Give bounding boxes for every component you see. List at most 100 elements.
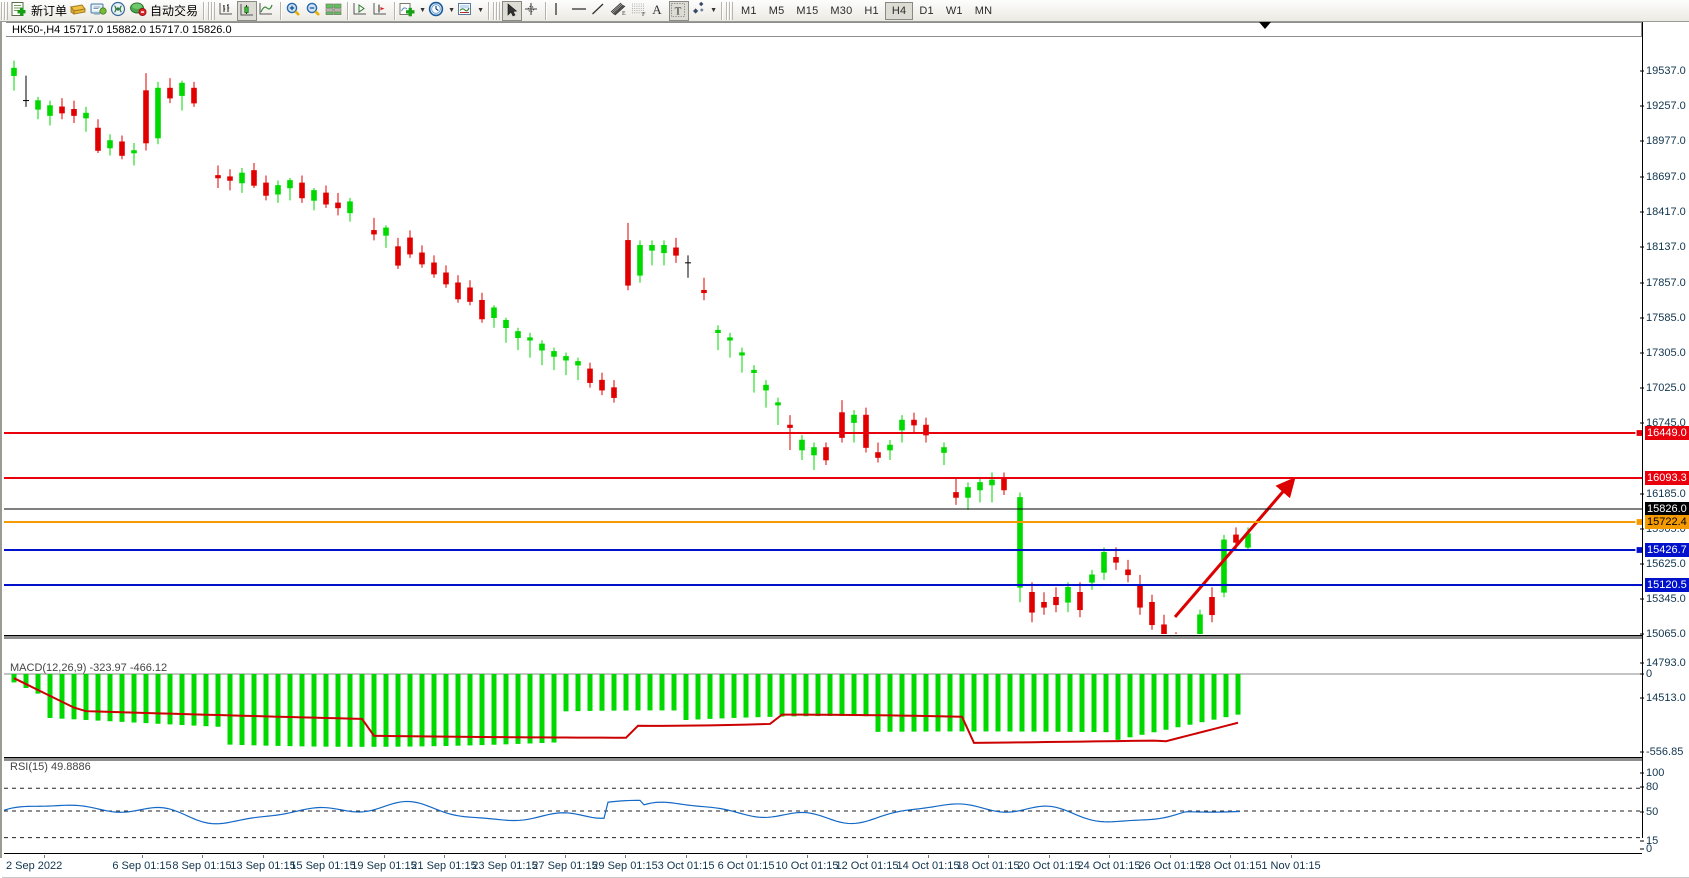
timeframe-m30[interactable]: M30	[830, 4, 853, 17]
wallet-icon[interactable]	[69, 1, 89, 21]
candlestick	[1017, 492, 1023, 603]
main-toolbar: 新订单 自动交易	[0, 0, 1689, 22]
macd-pane-separator[interactable]	[4, 636, 1642, 639]
terminal-icon[interactable]	[89, 1, 109, 21]
add-indicator-dropdown-arrow[interactable]: ▼	[419, 7, 426, 14]
toolbar-grip-2[interactable]	[208, 1, 216, 20]
macd-pane[interactable]	[4, 669, 1642, 756]
timeframe-m15[interactable]: M15	[796, 4, 819, 17]
macd-label[interactable]: MACD(12,26,9) -323.97 -466.12	[10, 662, 168, 674]
timeframe-h1[interactable]: H1	[864, 4, 879, 17]
price-axis-labels[interactable]: 19537.0 19257.0 18977.0 18697.0 18417.0 18137…	[1640, 22, 1689, 858]
templates-icon[interactable]	[456, 1, 476, 21]
rsi-pane-separator[interactable]	[4, 758, 1642, 761]
shapes-icon[interactable]	[689, 1, 709, 21]
auto-scroll-icon[interactable]	[351, 1, 371, 21]
macd-histogram-bar	[1019, 674, 1025, 732]
timeframe-h4[interactable]: H4	[884, 1, 914, 20]
timeframe-mn[interactable]: MN	[974, 4, 993, 17]
candlestick	[431, 255, 437, 278]
text-icon[interactable]: A	[649, 1, 669, 21]
new-order-label[interactable]: 新订单	[31, 4, 68, 18]
shapes-dropdown-arrow[interactable]: ▼	[710, 7, 717, 14]
toolbar-grip[interactable]	[1, 1, 8, 20]
crosshair-icon[interactable]	[522, 1, 542, 21]
toolbar-grip-3[interactable]	[493, 1, 501, 20]
macd-histogram-bar	[1151, 674, 1157, 733]
text-label-icon[interactable]: T	[669, 0, 690, 21]
candlestick	[763, 380, 769, 408]
price-axis-label: 19257.0	[1646, 100, 1686, 112]
candlestick	[323, 185, 329, 208]
chart-window[interactable]: HK50-,H4 15717.0 15882.0 15717.0 15826.0…	[0, 22, 1689, 878]
candlestick	[119, 135, 125, 160]
macd-histogram-bar	[767, 674, 773, 717]
rsi-label[interactable]: RSI(15) 49.8886	[10, 761, 91, 773]
macd-histogram-bar	[227, 674, 233, 745]
macd-histogram-bar	[815, 674, 821, 717]
macd-histogram-bar	[995, 674, 1001, 732]
price-tick	[1640, 317, 1644, 319]
price-axis-label: 18977.0	[1646, 135, 1686, 147]
time-axis-labels[interactable]: 2 Sep 2022 6 Sep 01:15 8 Sep 01:15 13 Sep 0…	[4, 855, 1642, 878]
auto-trading-icon[interactable]	[129, 1, 149, 21]
toolbar-grip-4[interactable]	[726, 1, 734, 20]
time-axis-label: 24 Oct 01:15	[1077, 860, 1141, 872]
vertical-line-icon[interactable]	[549, 1, 569, 21]
resistance-16093-badge[interactable]: 16093.3	[1645, 471, 1689, 485]
candlestick	[1245, 527, 1251, 550]
macd-histogram-bar	[755, 674, 761, 718]
macd-histogram-bar	[887, 674, 893, 732]
time-tick	[1049, 855, 1050, 858]
data-window-icon[interactable]	[324, 1, 344, 21]
fibonacci-icon[interactable]: F	[629, 1, 649, 21]
period-icon[interactable]	[427, 1, 447, 21]
zoom-out-icon[interactable]	[304, 1, 324, 21]
chart-shift-marker[interactable]	[1259, 22, 1271, 29]
candlestick	[1125, 559, 1131, 583]
time-axis-label: 29 Sep 01:15	[592, 860, 658, 872]
macd-histogram-bar	[563, 674, 569, 712]
candlestick	[467, 280, 473, 306]
price-tick	[1640, 246, 1644, 248]
toolbar-divider-3	[347, 1, 349, 20]
resistance-16449-badge[interactable]: 16449.0	[1645, 426, 1689, 440]
candlestick	[977, 477, 983, 503]
macd-histogram-bar	[1127, 674, 1133, 738]
rsi-pane[interactable]	[4, 767, 1642, 852]
candlestick-chart-icon[interactable]	[237, 0, 258, 21]
macd-histogram-bar	[695, 674, 701, 720]
current-price-15826-badge[interactable]: 15826.0	[1645, 502, 1689, 516]
line-chart-icon[interactable]	[257, 1, 277, 21]
add-indicator-icon[interactable]	[398, 1, 418, 21]
chart-shift-icon[interactable]	[371, 1, 391, 21]
templates-dropdown-arrow[interactable]: ▼	[477, 7, 484, 14]
macd-histogram-bar	[623, 674, 629, 711]
timeframe-m1[interactable]: M1	[741, 4, 757, 17]
bar-chart-icon[interactable]	[217, 1, 237, 21]
period-dropdown-arrow[interactable]: ▼	[448, 7, 455, 14]
price-axis-line	[1642, 22, 1643, 838]
candlestick	[1221, 534, 1227, 598]
trendline-icon[interactable]	[589, 1, 609, 21]
support-15426-badge[interactable]: 15426.7	[1645, 543, 1689, 557]
zoom-in-icon[interactable]	[284, 1, 304, 21]
time-tick	[807, 855, 808, 858]
horizontal-line-icon[interactable]	[569, 1, 589, 21]
timeframe-w1[interactable]: W1	[945, 4, 963, 17]
price-axis-label: 14793.0	[1646, 657, 1686, 669]
support-15722-badge[interactable]: 15722.4	[1645, 515, 1689, 529]
price-pane[interactable]	[4, 39, 1642, 634]
macd-histogram-bar	[1091, 674, 1097, 733]
candlestick	[851, 410, 857, 443]
svg-text:T: T	[675, 5, 682, 17]
auto-trading-label[interactable]: 自动交易	[150, 4, 199, 18]
equidistant-channel-icon[interactable]: E	[609, 1, 629, 21]
timeframe-m5[interactable]: M5	[768, 4, 785, 17]
macd-histogram-bar	[191, 674, 197, 726]
cursor-icon[interactable]	[502, 0, 523, 21]
support-15120-badge[interactable]: 15120.5	[1645, 578, 1689, 592]
new-order-icon[interactable]	[10, 1, 30, 21]
signals-icon[interactable]	[109, 1, 129, 21]
timeframe-d1[interactable]: D1	[919, 4, 934, 17]
